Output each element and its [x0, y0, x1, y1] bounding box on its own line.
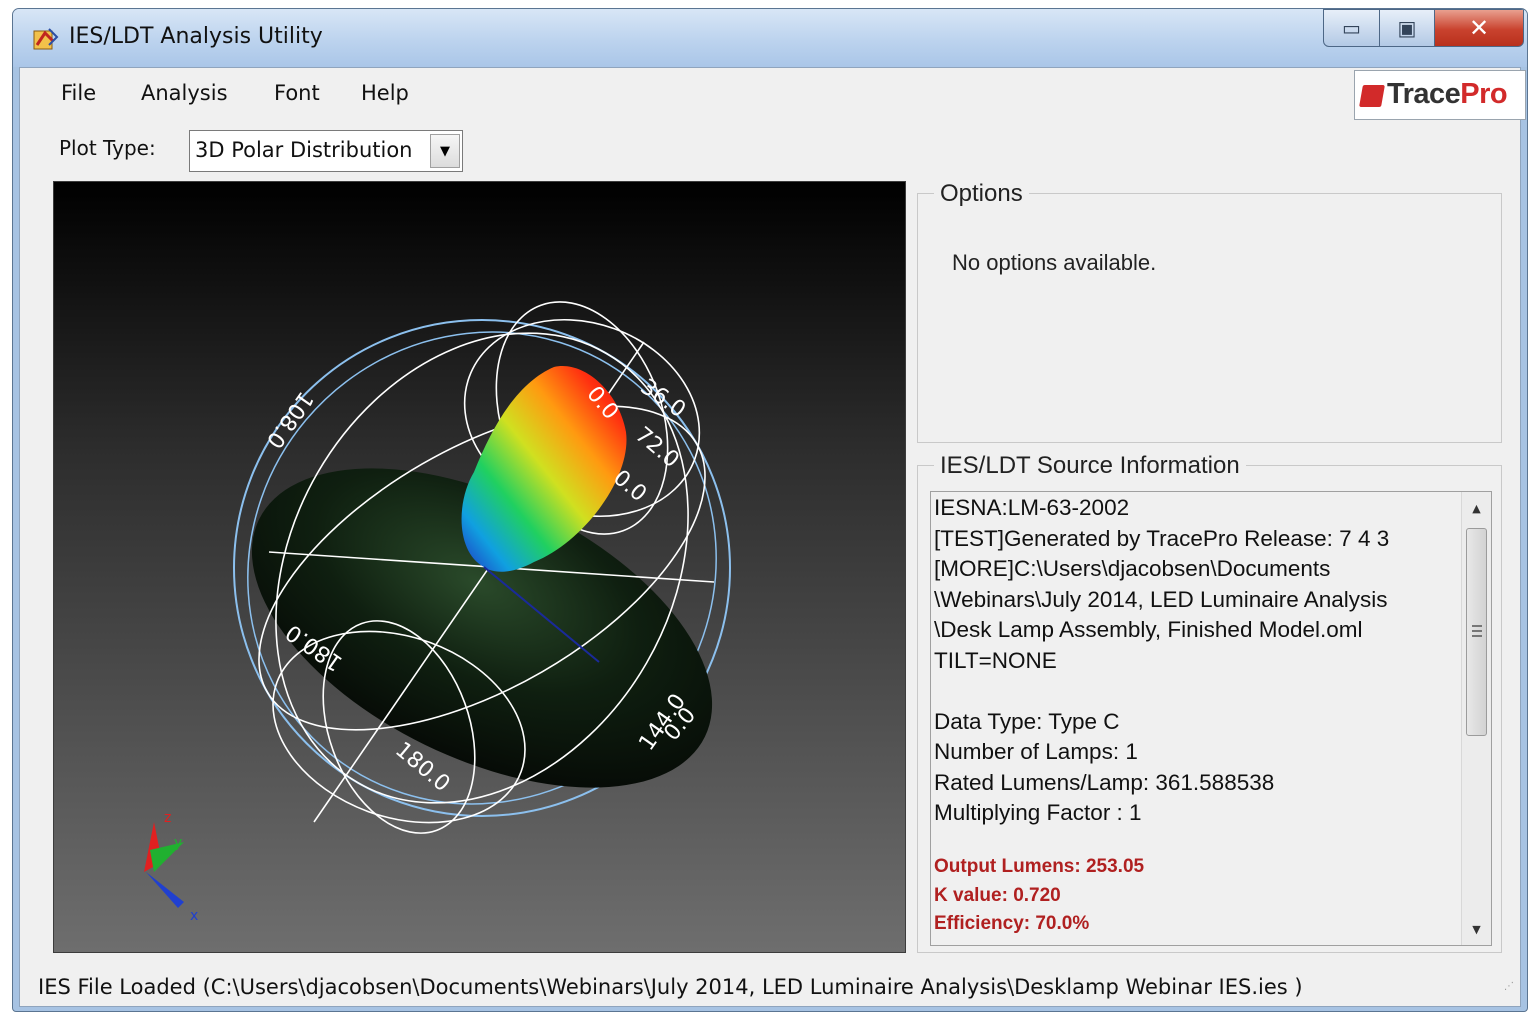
output-lumens: Output Lumens: 253.05 [934, 856, 1145, 877]
title-bar[interactable]: IES/LDT Analysis Utility ▭ ▣ ✕ [13, 9, 1527, 67]
maximize-button[interactable]: ▣ [1379, 9, 1435, 47]
source-info-highlights: Output Lumens: 253.05 K value: 0.720 Eff… [934, 853, 1144, 939]
source-info-textbox[interactable]: IESNA:LM-63-2002 [TEST]Generated by Trac… [930, 491, 1492, 946]
angle-label-72: 72.0 [630, 422, 684, 473]
luminaire-disk [251, 468, 713, 788]
info-line: Rated Lumens/Lamp: 361.588538 [934, 769, 1275, 795]
grip-icon [1472, 625, 1482, 637]
intensity-lobe [461, 366, 627, 572]
axis-label-y: y [174, 835, 182, 851]
info-line: [TEST]Generated by TracePro Release: 7 4… [934, 525, 1390, 551]
client-area: File Analysis Font Help TracePro Plot Ty… [19, 67, 1526, 1007]
info-line: TILT=NONE [934, 647, 1057, 673]
k-value: K value: 0.720 [934, 884, 1061, 906]
tracepro-logo: TracePro [1354, 70, 1526, 120]
info-line [934, 676, 1454, 707]
close-icon: ✕ [1468, 14, 1490, 42]
minimize-button[interactable]: ▭ [1323, 9, 1380, 47]
minimize-icon: ▭ [1342, 16, 1361, 40]
source-info-lines: IESNA:LM-63-2002 [TEST]Generated by Trac… [934, 493, 1454, 829]
menu-file[interactable]: File [61, 81, 97, 105]
menu-analysis[interactable]: Analysis [141, 81, 228, 105]
options-title: Options [934, 180, 1029, 208]
info-line: Number of Lamps: 1 [934, 739, 1138, 764]
app-icon [33, 28, 59, 50]
info-line: [MORE]C:\Users\djacobsen\Documents [934, 556, 1331, 581]
brand-trace: Trace [1387, 78, 1461, 110]
plot-type-value: 3D Polar Distribution [195, 138, 413, 162]
scroll-up-button[interactable]: ▲ [1462, 494, 1491, 522]
arrow-down-icon: ▼ [1472, 922, 1481, 936]
plot-type-label: Plot Type: [59, 136, 156, 160]
arrow-up-icon: ▲ [1472, 501, 1481, 515]
tracepro-logo-icon [1359, 85, 1385, 107]
info-line: IESNA:LM-63-2002 [934, 495, 1130, 520]
axis-label-x: x [190, 908, 198, 924]
app-window: IES/LDT Analysis Utility ▭ ▣ ✕ File Anal… [12, 8, 1528, 1012]
angle-label-108: 108.0 [261, 387, 318, 453]
plot-viewport[interactable]: 36.0 0.0 72.0 0.0 108.0 180.0 0.0 144.0 … [53, 181, 906, 953]
vertical-scrollbar[interactable]: ▲ ▼ [1461, 492, 1491, 945]
axis-line [483, 566, 600, 663]
resize-grip-icon[interactable]: ⋰ [1504, 981, 1514, 992]
source-info-title: IES/LDT Source Information [934, 452, 1246, 480]
window-title: IES/LDT Analysis Utility [69, 24, 323, 49]
menu-font[interactable]: Font [274, 81, 320, 105]
scroll-thumb[interactable] [1466, 528, 1487, 736]
axis-label-z: z [164, 810, 171, 826]
brand-pro: Pro [1460, 78, 1508, 110]
status-bar: IES File Loaded (C:\Users\djacobsen\Docu… [20, 966, 1520, 1006]
info-line: Multiplying Factor : 1 [934, 800, 1142, 825]
info-line: \Webinars\July 2014, LED Luminaire Analy… [934, 586, 1388, 612]
scroll-down-button[interactable]: ▼ [1462, 915, 1491, 943]
maximize-icon: ▣ [1397, 16, 1417, 40]
menu-bar: File Analysis Font Help TracePro [20, 68, 1526, 120]
options-message: No options available. [952, 250, 1157, 275]
chevron-down-icon: ▼ [440, 143, 450, 159]
efficiency: Efficiency: 70.0% [934, 913, 1090, 934]
menu-help[interactable]: Help [361, 81, 409, 105]
status-text: IES File Loaded (C:\Users\djacobsen\Docu… [38, 975, 1303, 999]
polar-plot: 36.0 0.0 72.0 0.0 108.0 180.0 0.0 144.0 … [144, 301, 731, 924]
options-group: Options No options available. [917, 180, 1502, 443]
plot-type-select[interactable]: 3D Polar Distribution ▼ [189, 130, 463, 172]
dropdown-button[interactable]: ▼ [430, 134, 460, 168]
close-button[interactable]: ✕ [1434, 9, 1524, 47]
source-info-group: IES/LDT Source Information IESNA:LM-63-2… [917, 452, 1502, 953]
info-line: Data Type: Type C [934, 708, 1120, 734]
info-line: \Desk Lamp Assembly, Finished Model.oml [934, 617, 1363, 642]
axis-triad: z y x [144, 810, 198, 924]
